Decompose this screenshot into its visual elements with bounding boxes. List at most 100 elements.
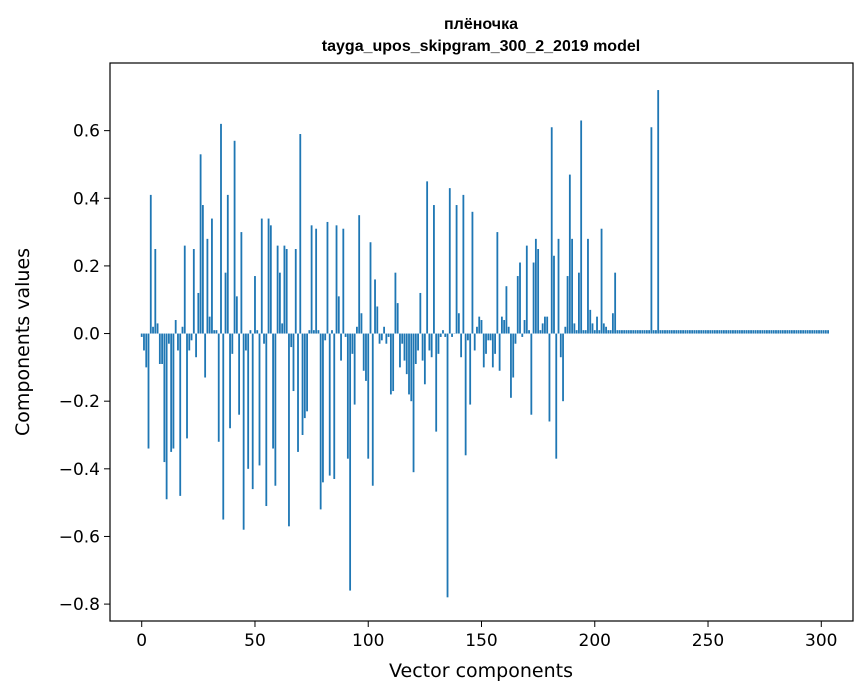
bar: [145, 333, 148, 368]
bar: [650, 127, 653, 334]
bar: [399, 333, 401, 368]
bar: [575, 330, 578, 334]
bar: [396, 303, 399, 334]
bar: [802, 330, 805, 334]
bar: [702, 330, 705, 334]
bar: [709, 330, 712, 334]
bar: [342, 228, 345, 334]
bar: [231, 333, 234, 354]
bar: [496, 232, 499, 334]
bar: [539, 330, 542, 334]
bar: [174, 320, 177, 334]
bar: [315, 228, 318, 334]
x-tick-label: 250: [692, 631, 724, 651]
bar: [750, 330, 752, 334]
bar: [661, 330, 664, 334]
bar: [285, 249, 288, 334]
bar: [698, 330, 700, 334]
bar: [183, 245, 186, 334]
bar: [426, 181, 429, 334]
bar: [507, 326, 510, 334]
bar: [813, 330, 816, 334]
bar: [756, 330, 759, 334]
bar: [222, 333, 225, 520]
bar: [673, 330, 675, 334]
bar: [639, 330, 641, 334]
bar: [292, 333, 295, 392]
bar: [451, 333, 453, 337]
bar: [770, 330, 773, 334]
bar: [480, 320, 483, 334]
bar: [544, 316, 546, 334]
bar: [775, 330, 777, 334]
bar: [593, 330, 596, 334]
bar: [433, 205, 435, 334]
bar: [550, 127, 553, 334]
bar: [759, 330, 762, 334]
bar: [521, 333, 524, 337]
bar: [478, 316, 481, 334]
bar: [668, 330, 671, 334]
bar: [290, 333, 293, 348]
bar: [718, 330, 721, 334]
bar: [156, 323, 159, 334]
bar: [820, 330, 823, 334]
bar: [197, 292, 200, 334]
bar: [229, 333, 231, 429]
bar: [199, 154, 202, 334]
bar: [609, 330, 612, 334]
bar: [516, 276, 519, 334]
bar: [297, 333, 299, 452]
bar: [378, 333, 381, 344]
bar: [428, 333, 431, 351]
bar: [283, 245, 286, 334]
bar: [240, 232, 243, 334]
bar: [310, 225, 313, 334]
bar: [371, 333, 374, 486]
bar: [679, 330, 682, 334]
bar: [700, 330, 703, 334]
bar: [815, 330, 818, 334]
bar: [383, 326, 385, 334]
y-tick-label: 0.6: [73, 122, 100, 142]
bar: [217, 333, 220, 442]
bar: [251, 333, 254, 490]
bar: [528, 330, 530, 334]
bar: [566, 276, 569, 334]
bar: [691, 330, 694, 334]
bar: [326, 221, 329, 334]
bar: [582, 330, 585, 334]
bar: [204, 333, 207, 378]
bar: [430, 333, 433, 358]
bar: [811, 330, 814, 334]
bar: [643, 330, 646, 334]
bar: [557, 238, 560, 334]
bar: [423, 333, 426, 385]
bar: [460, 333, 463, 358]
bar: [226, 194, 229, 334]
bar: [281, 323, 284, 334]
bar: [768, 330, 771, 334]
bar: [523, 320, 526, 334]
bar: [369, 242, 372, 334]
bar: [394, 272, 397, 334]
bar: [340, 333, 342, 361]
chart-title: плёночка: [444, 16, 518, 33]
y-tick-label: 0.2: [73, 257, 100, 277]
bar: [473, 333, 476, 351]
bar: [401, 333, 404, 344]
bar: [616, 330, 619, 334]
bar: [625, 330, 628, 334]
bar: [514, 333, 517, 344]
bar: [351, 333, 354, 354]
bar: [657, 90, 660, 334]
bar: [167, 333, 170, 344]
x-tick-label: 100: [352, 631, 384, 651]
bar: [256, 330, 259, 334]
bar: [181, 326, 184, 334]
bar: [380, 333, 383, 341]
bar: [555, 333, 558, 459]
bar: [245, 333, 247, 351]
bar: [152, 326, 154, 334]
bar: [618, 330, 621, 334]
